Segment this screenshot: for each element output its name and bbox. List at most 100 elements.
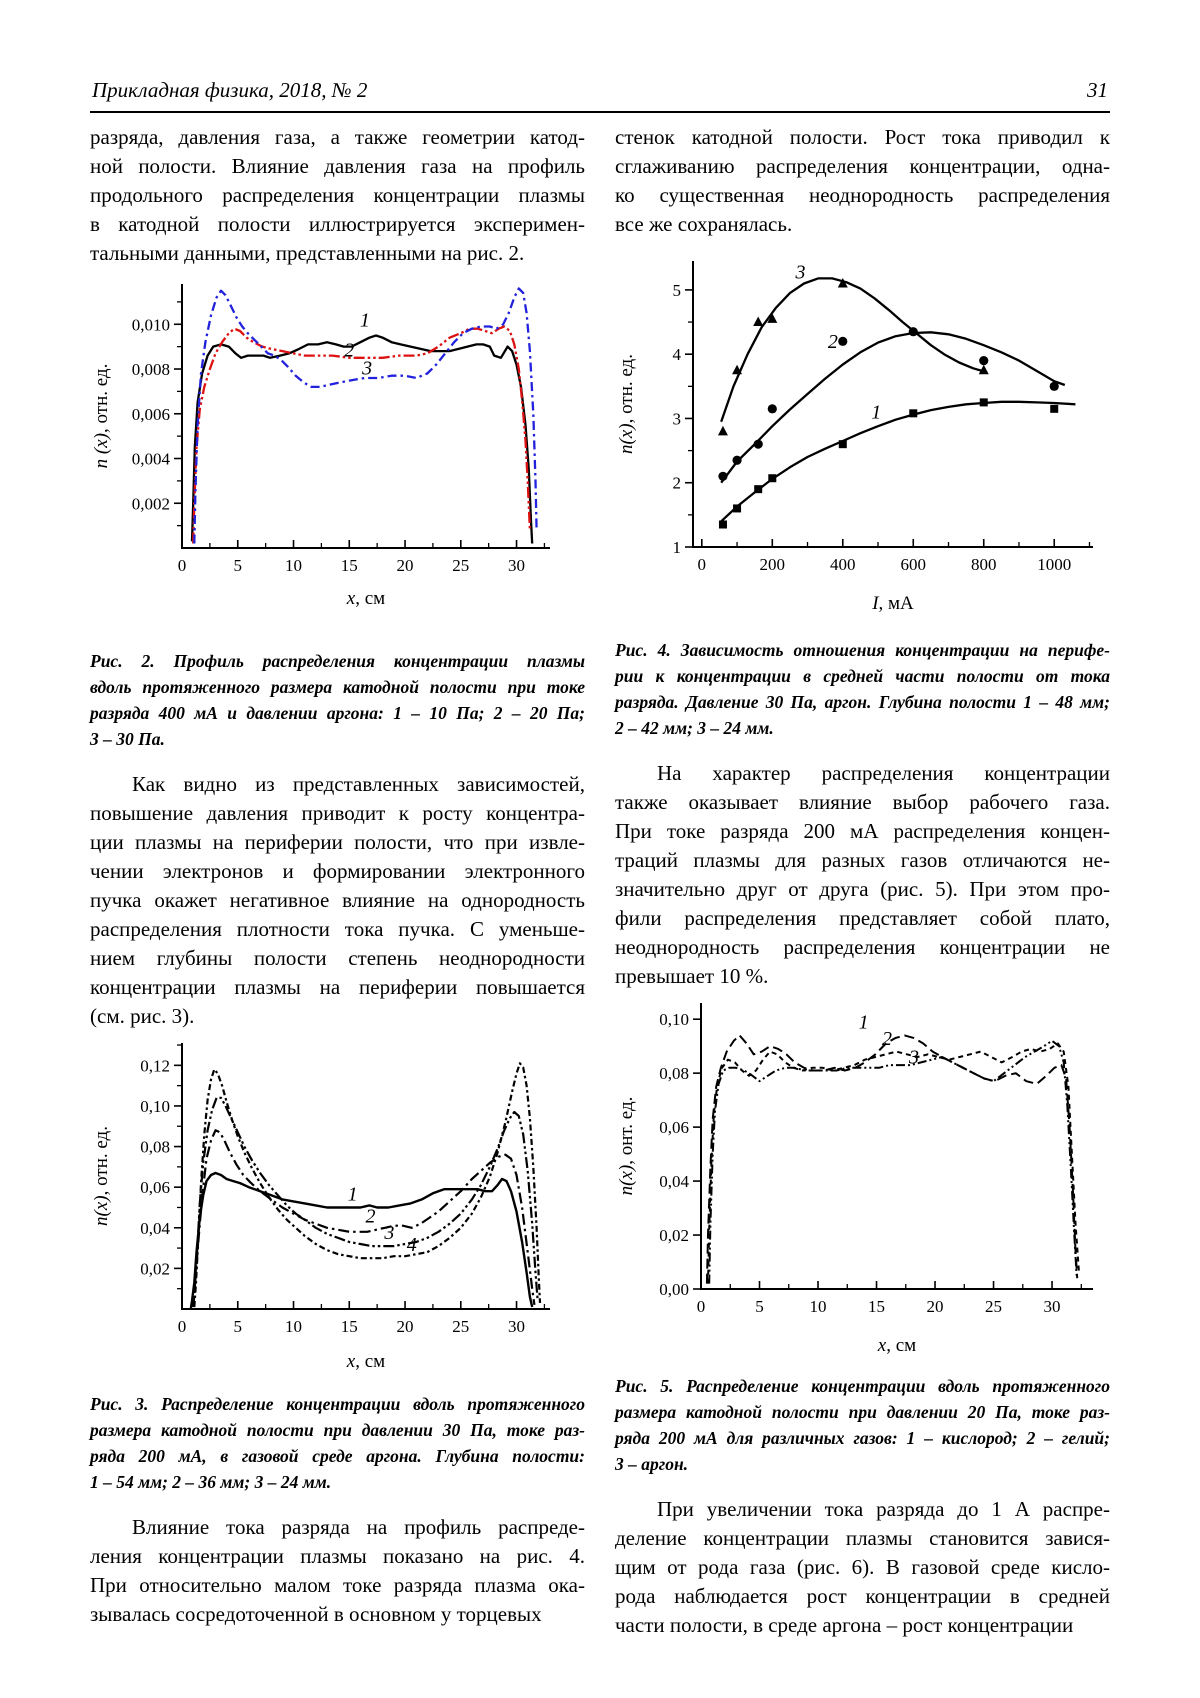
- svg-text:2: 2: [673, 474, 682, 493]
- text-line: При увеличении тока разряда до 1 А распр…: [657, 1497, 1110, 1521]
- svg-text:2: 2: [828, 331, 838, 353]
- svg-text:10: 10: [810, 1297, 827, 1316]
- svg-text:30: 30: [508, 556, 525, 575]
- svg-text:n(x), отн. ед.: n(x), отн. ед.: [616, 354, 637, 454]
- text-line: На характер распределения концентрации: [657, 761, 1110, 785]
- svg-text:0,002: 0,002: [132, 494, 170, 513]
- svg-text:I, мА: I, мА: [871, 593, 914, 614]
- svg-text:5: 5: [234, 1317, 243, 1336]
- svg-text:1: 1: [348, 1183, 358, 1205]
- svg-text:25: 25: [985, 1297, 1002, 1316]
- figure-3-caption: Рис. 3. Распределение концентрации вдоль…: [90, 1391, 585, 1495]
- text-line: ления концентрации плазмы показано на ри…: [90, 1544, 585, 1568]
- text-line: ряда 200 мА, в газовой среде аргона. Глу…: [90, 1446, 585, 1466]
- svg-text:5: 5: [755, 1297, 764, 1316]
- text-line: распределения плотности тока пучка. С ум…: [90, 917, 585, 941]
- svg-text:x, см: x, см: [877, 1335, 916, 1356]
- svg-text:3: 3: [794, 261, 805, 283]
- figure-4-chart: 0 200 400 600 800 1000 1 2 3 4 5 I, мА n(x), отн. ед…: [616, 261, 1093, 614]
- figure-5-chart: 0 5 10 15 20 25 30 0,00 0,02 0,04 0,06 0,08 0,10 x, с…: [616, 1003, 1093, 1356]
- svg-text:200: 200: [760, 555, 786, 574]
- svg-text:0: 0: [698, 555, 707, 574]
- figure-2-chart: 0 5 10 15 20 25 30 0,002 0,004 0,006 0,008 0,010 x, …: [91, 284, 550, 609]
- text-line: превышает 10 %.: [615, 964, 769, 988]
- svg-text:0,00: 0,00: [659, 1280, 689, 1299]
- svg-text:800: 800: [971, 555, 997, 574]
- svg-text:1: 1: [360, 310, 370, 332]
- figure-4: 0 200 400 600 800 1000 1 2 3 4 5 I, мА n(x), отн. ед…: [615, 249, 1110, 617]
- svg-text:15: 15: [868, 1297, 885, 1316]
- text-line: траций плазмы для разных газов отличаютс…: [615, 848, 1110, 872]
- text-line: зывалась сосредоточенной в основном у то…: [90, 1602, 542, 1626]
- svg-text:0: 0: [178, 1317, 187, 1336]
- svg-text:25: 25: [452, 1317, 469, 1336]
- text-line: Рис. 3. Распределение концентрации вдоль…: [90, 1394, 585, 1414]
- text-line: фили распределения представляет собой пл…: [615, 906, 1110, 930]
- text-line: щим от рода газа (рис. 6). В газовой сре…: [615, 1555, 1110, 1579]
- text-line: ко существенная неоднородность распредел…: [615, 183, 1110, 207]
- text-line: также оказывает влияние выбор рабочего г…: [615, 790, 1110, 814]
- svg-text:10: 10: [285, 1317, 302, 1336]
- svg-text:0,010: 0,010: [132, 315, 170, 334]
- svg-text:0,08: 0,08: [659, 1064, 689, 1083]
- svg-text:2: 2: [344, 340, 354, 362]
- text-line: повышение давления приводит к росту конц…: [90, 801, 585, 825]
- text-line: 1 – 54 мм; 2 – 36 мм; 3 – 24 мм.: [90, 1472, 332, 1492]
- svg-text:10: 10: [285, 556, 302, 575]
- figure-3-chart: 0 5 10 15 20 25 30 0,02 0,04 0,06 0,08 0,10 0,12 x, с…: [91, 1043, 550, 1372]
- svg-text:0,004: 0,004: [132, 450, 171, 469]
- svg-text:0,10: 0,10: [140, 1097, 170, 1116]
- svg-text:20: 20: [927, 1297, 944, 1316]
- svg-text:1: 1: [859, 1012, 869, 1034]
- paragraph: Влияние тока разряда на профиль распреде…: [90, 1513, 585, 1629]
- figure-5-caption: Рис. 5. Распределение концентрации вдоль…: [615, 1373, 1110, 1477]
- text-line: Рис. 2. Профиль распределения концентрац…: [90, 651, 585, 671]
- text-line: Как видно из представленных зависимостей…: [132, 772, 585, 796]
- header-rule: [90, 111, 1110, 113]
- text-line: чении электронов и формировании электрон…: [90, 859, 585, 883]
- svg-text:4: 4: [673, 345, 682, 364]
- text-line: неоднородность распределения концентраци…: [615, 935, 1110, 959]
- svg-text:0,04: 0,04: [140, 1219, 170, 1238]
- right-column: стенок катодной полости. Рост тока приво…: [615, 123, 1110, 1640]
- text-line: ции плазмы на периферии полости, что при…: [90, 830, 585, 854]
- text-line: пучка окажет негативное влияние на однор…: [90, 888, 585, 912]
- text-line: концентрации плазмы на периферии повышае…: [90, 975, 585, 999]
- paragraph: разряда, давления газа, а также геометри…: [90, 123, 585, 268]
- svg-text:30: 30: [508, 1317, 525, 1336]
- svg-text:600: 600: [901, 555, 927, 574]
- svg-text:n (x), отн. ед.: n (x), отн. ед.: [91, 364, 112, 469]
- svg-text:2: 2: [882, 1028, 892, 1050]
- text-line: деление концентрации плазмы становится з…: [615, 1526, 1110, 1550]
- svg-text:3: 3: [673, 409, 682, 428]
- svg-text:1: 1: [871, 401, 881, 423]
- text-line: стенок катодной полости. Рост тока приво…: [615, 125, 1110, 149]
- text-line: части полости, в среде аргона – рост кон…: [615, 1613, 1074, 1637]
- svg-text:0,04: 0,04: [659, 1172, 689, 1191]
- figure-2: 0 5 10 15 20 25 30 0,002 0,004 0,006 0,008 0,010 x, …: [90, 274, 585, 612]
- figure-5: 0 5 10 15 20 25 30 0,00 0,02 0,04 0,06 0,08 0,10 x, с…: [615, 993, 1110, 1359]
- text-line: рода наблюдается рост концентрации в сре…: [615, 1584, 1110, 1608]
- text-line: При относительно малом токе разряда плаз…: [90, 1573, 585, 1597]
- paragraph: При увеличении тока разряда до 1 А распр…: [615, 1495, 1110, 1640]
- text-line: размера катодной полости при давлении 30…: [90, 1420, 585, 1440]
- text-line: значительно друг от друга (рис. 5). При …: [615, 877, 1110, 901]
- text-line: сглаживанию распределения концентрации, …: [615, 154, 1110, 178]
- text-line: При токе разряда 200 мА распределения ко…: [615, 819, 1110, 843]
- paragraph: стенок катодной полости. Рост тока приво…: [615, 123, 1110, 239]
- text-line: ряда 200 мА для различных газов: 1 – кис…: [615, 1428, 1110, 1448]
- svg-text:25: 25: [452, 556, 469, 575]
- figure-4-caption: Рис. 4. Зависимость отношения концентрац…: [615, 637, 1110, 741]
- svg-text:0: 0: [178, 556, 187, 575]
- text-line: разряда, давления газа, а также геометри…: [90, 125, 585, 149]
- svg-text:0,02: 0,02: [659, 1226, 689, 1245]
- paragraph: Как видно из представленных зависимостей…: [90, 770, 585, 1031]
- svg-text:x, см: x, см: [346, 588, 385, 609]
- text-line: вдоль протяженного размера катодной поло…: [90, 677, 585, 697]
- svg-text:5: 5: [673, 281, 682, 300]
- svg-text:0,008: 0,008: [132, 360, 170, 379]
- svg-text:n(x), онт. ед.: n(x), онт. ед.: [616, 1097, 637, 1196]
- text-line: продольного распределения концентрации п…: [90, 183, 585, 207]
- text-line: (см. рис. 3).: [90, 1004, 195, 1028]
